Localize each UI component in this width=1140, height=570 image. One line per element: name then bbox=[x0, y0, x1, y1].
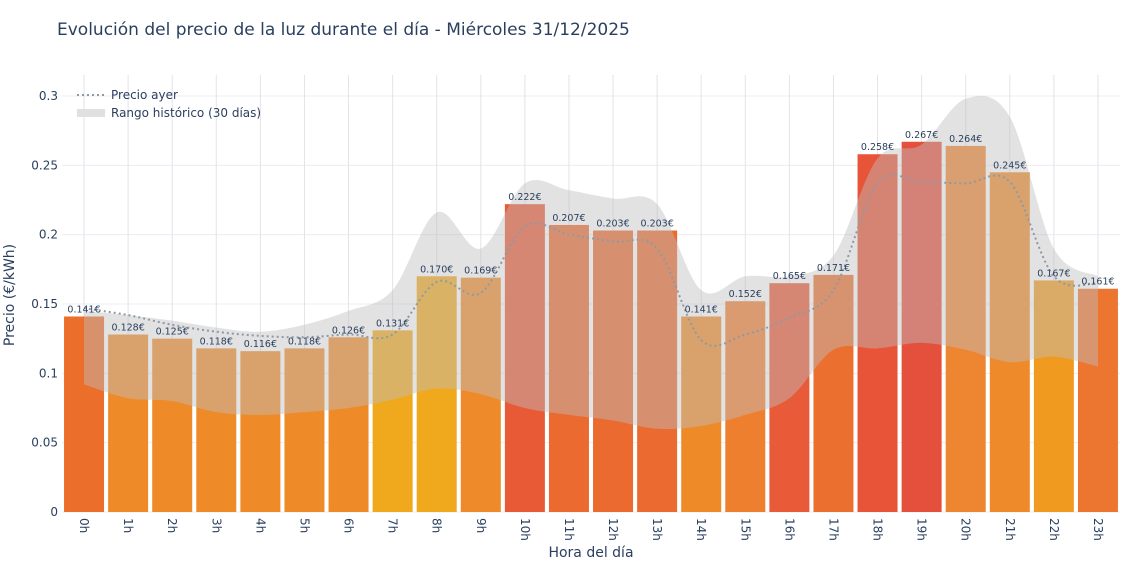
data-label: 0.141€ bbox=[685, 304, 718, 315]
x-tick-label: 17h bbox=[826, 518, 840, 541]
x-tick-label: 0h bbox=[77, 518, 91, 533]
x-tick-label: 1h bbox=[121, 518, 135, 533]
data-label: 0.116€ bbox=[244, 339, 277, 350]
bar-3h bbox=[196, 348, 237, 512]
bar-10h bbox=[504, 204, 545, 512]
bar-4h bbox=[240, 351, 281, 512]
bar-22h bbox=[1033, 280, 1074, 512]
x-tick-label: 10h bbox=[518, 518, 532, 541]
x-tick-label: 4h bbox=[253, 518, 267, 533]
y-tick-label: 0.1 bbox=[39, 366, 58, 380]
bar-14h bbox=[681, 316, 722, 512]
y-axis-title: Precio (€/kWh) bbox=[2, 244, 18, 346]
bar-15h bbox=[725, 301, 766, 512]
data-label: 0.170€ bbox=[420, 264, 453, 275]
legend-range[interactable]: Rango histórico (30 días) bbox=[111, 106, 261, 120]
x-tick-label: 15h bbox=[738, 518, 752, 541]
y-tick-label: 0.2 bbox=[39, 228, 58, 242]
bar-8h bbox=[416, 276, 457, 512]
legend-band-symbol bbox=[77, 109, 105, 117]
bar-13h bbox=[637, 230, 678, 513]
x-tick-label: 23h bbox=[1091, 518, 1105, 541]
x-tick-label: 2h bbox=[165, 518, 179, 533]
data-labels: 0.141€ 0.128€ 0.125€ 0.118€ 0.116€ 0.118€ 0.12… bbox=[67, 130, 1114, 350]
bar-11h bbox=[548, 224, 589, 512]
x-tick-label: 19h bbox=[915, 518, 929, 541]
x-tick-label: 9h bbox=[474, 518, 488, 533]
y-tick-label: 0 bbox=[50, 505, 58, 519]
x-axis-title: Hora del día bbox=[548, 545, 633, 561]
bar-20h bbox=[945, 145, 986, 513]
y-tick-label: 0.05 bbox=[31, 436, 58, 450]
data-label: 0.171€ bbox=[817, 263, 850, 274]
data-label: 0.131€ bbox=[376, 318, 409, 329]
data-label: 0.245€ bbox=[993, 160, 1026, 171]
historical-range-area bbox=[84, 95, 1098, 430]
bars bbox=[64, 141, 1118, 513]
yesterday-line bbox=[83, 174, 1099, 347]
axes: 0 0.05 0.1 0.15 0.2 0.25 0.3 0h 1h 2h 3h 4h 5h 6h 7h 8h… bbox=[31, 89, 1105, 541]
x-tick-label: 16h bbox=[782, 518, 796, 541]
bar-2h bbox=[152, 338, 193, 512]
data-label: 0.167€ bbox=[1037, 268, 1070, 279]
data-label: 0.118€ bbox=[288, 336, 321, 347]
data-label: 0.203€ bbox=[596, 219, 629, 230]
bar-0h bbox=[64, 316, 105, 512]
x-tick-label: 21h bbox=[1003, 518, 1017, 541]
bar-6h bbox=[328, 337, 369, 512]
y-tick-label: 0.15 bbox=[31, 297, 58, 311]
bar-23h bbox=[1077, 288, 1118, 512]
bar-5h bbox=[284, 348, 325, 512]
yesterday-price-line bbox=[83, 174, 1099, 347]
x-tick-label: 7h bbox=[386, 518, 400, 533]
bar-7h bbox=[372, 330, 413, 512]
bar-17h bbox=[813, 274, 854, 512]
bar-1h bbox=[108, 334, 149, 512]
legend-yesterday[interactable]: Precio ayer bbox=[111, 88, 178, 102]
data-label: 0.165€ bbox=[773, 271, 806, 282]
data-label: 0.222€ bbox=[508, 192, 541, 203]
x-tick-label: 11h bbox=[562, 518, 576, 541]
x-tick-label: 14h bbox=[694, 518, 708, 541]
data-label: 0.128€ bbox=[112, 323, 145, 334]
data-label: 0.118€ bbox=[200, 336, 233, 347]
x-tick-label: 5h bbox=[297, 518, 311, 533]
bar-19h bbox=[901, 141, 942, 512]
x-tick-label: 8h bbox=[430, 518, 444, 533]
x-tick-label: 12h bbox=[606, 518, 620, 541]
data-label: 0.207€ bbox=[552, 213, 585, 224]
x-tick-label: 20h bbox=[959, 518, 973, 541]
data-label: 0.264€ bbox=[949, 134, 982, 145]
bar-12h bbox=[593, 230, 634, 513]
data-label: 0.161€ bbox=[1081, 277, 1114, 288]
legend[interactable]: Precio ayer Rango histórico (30 días) bbox=[77, 88, 261, 120]
x-tick-label: 13h bbox=[650, 518, 664, 541]
data-label: 0.141€ bbox=[67, 304, 100, 315]
data-label: 0.267€ bbox=[905, 130, 938, 141]
bar-21h bbox=[989, 172, 1030, 512]
bar-16h bbox=[769, 283, 810, 512]
x-tick-label: 3h bbox=[209, 518, 223, 533]
bar-18h bbox=[857, 154, 898, 513]
data-label: 0.203€ bbox=[641, 219, 674, 230]
x-tick-label: 18h bbox=[871, 518, 885, 541]
data-label: 0.258€ bbox=[861, 142, 894, 153]
x-tick-label: 22h bbox=[1047, 518, 1061, 541]
chart-title: Evolución del precio de la luz durante e… bbox=[57, 20, 630, 40]
y-tick-label: 0.25 bbox=[31, 158, 58, 172]
bar-9h bbox=[460, 277, 501, 512]
y-tick-label: 0.3 bbox=[39, 89, 58, 103]
data-label: 0.126€ bbox=[332, 325, 365, 336]
historical-range-band bbox=[84, 95, 1098, 430]
x-tick-label: 6h bbox=[342, 518, 356, 533]
data-label: 0.152€ bbox=[729, 289, 762, 300]
data-label: 0.125€ bbox=[156, 327, 189, 338]
data-label: 0.169€ bbox=[464, 266, 497, 277]
